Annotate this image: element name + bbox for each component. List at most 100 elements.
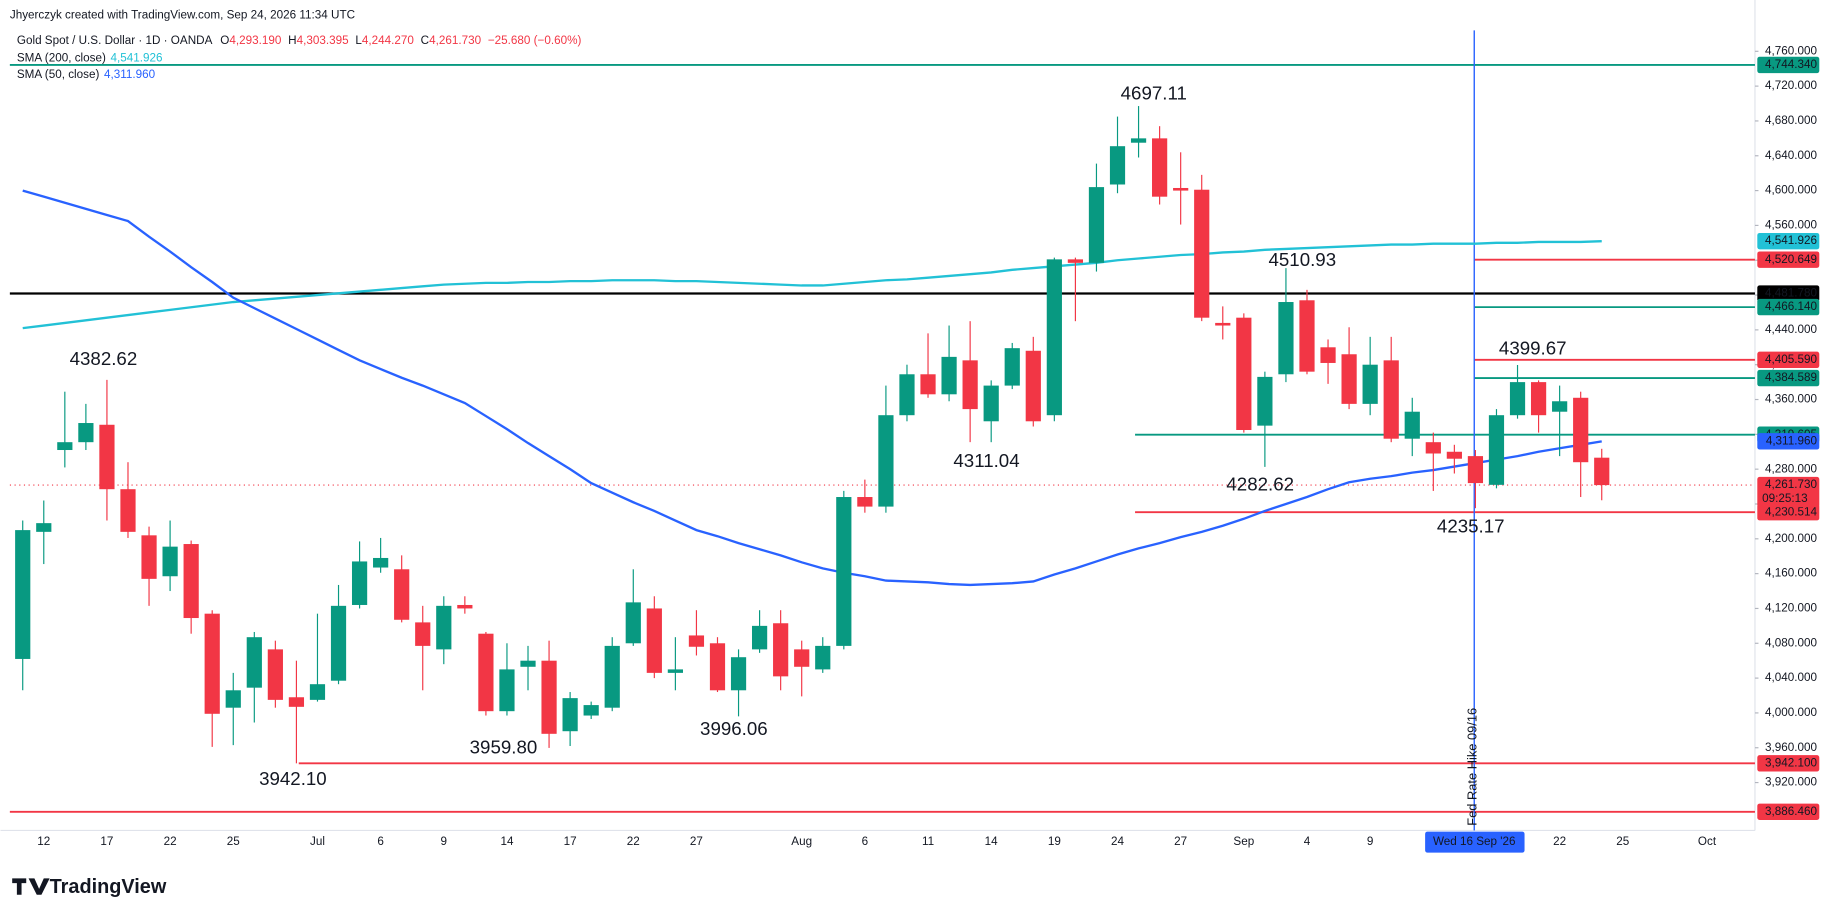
candle-body <box>267 649 283 700</box>
ohlc-label: L <box>355 34 362 47</box>
x-tick-label: 6 <box>377 835 384 848</box>
candle-body <box>815 645 831 670</box>
candle-body <box>1130 138 1147 143</box>
y-tick-label: 4,440.000 <box>1765 323 1817 336</box>
sma-tag: 4,311.960 <box>1766 434 1818 447</box>
sma-tag: 4,541.926 <box>1765 234 1817 247</box>
candle-body <box>1446 451 1462 459</box>
candle-body <box>1425 442 1441 454</box>
x-tick-label: 22 <box>1553 835 1566 848</box>
price-annotation: 3942.10 <box>259 768 327 789</box>
candle-body <box>794 649 810 667</box>
y-tick-label: 3,960.000 <box>1765 741 1817 754</box>
candle-body <box>246 637 262 688</box>
level-tag: 4,520.649 <box>1765 253 1817 266</box>
candle-body <box>983 385 999 422</box>
y-tick-label: 4,040.000 <box>1765 671 1817 684</box>
level-tag-bg <box>1757 755 1820 772</box>
brand: TradingView <box>50 876 167 898</box>
logo-icon <box>12 878 50 895</box>
y-tick-label: 4,360.000 <box>1765 393 1817 406</box>
level-tag: 4,481.780 <box>1765 287 1817 300</box>
level-tag-bg <box>1757 285 1820 302</box>
level-tag-bg <box>1757 803 1820 820</box>
price-annotation: 4697.11 <box>1121 83 1187 104</box>
indicator-legend: SMA (50, close) 4,311.960 <box>17 68 156 81</box>
countdown: 09:25:13 <box>1762 492 1808 505</box>
indicator-name: SMA (50, close) <box>17 68 100 81</box>
candle-body <box>1404 411 1420 439</box>
ohlc-value: 4,261.730 <box>429 34 481 47</box>
candle-body <box>478 633 494 712</box>
x-tick-label: 6 <box>862 835 869 848</box>
level-tag-bg <box>1757 504 1820 521</box>
price-annotation: 4311.04 <box>953 450 1019 471</box>
candle-body <box>773 623 789 677</box>
y-tick-label: 4,760.000 <box>1765 44 1817 57</box>
candle-body <box>1004 348 1020 386</box>
x-tick-label: 22 <box>164 835 177 848</box>
x-tick-label: Jul <box>310 835 325 848</box>
candle-body <box>583 705 599 716</box>
candle-body <box>1488 415 1505 485</box>
x-tick-label: 17 <box>100 835 113 848</box>
event-label: Fed Rate Hike 09/16 <box>1464 708 1479 826</box>
candle-body <box>204 613 220 714</box>
x-tick-label: 14 <box>500 835 514 848</box>
sma-tag-bg <box>1757 433 1820 450</box>
y-tick-label: 4,280.000 <box>1765 462 1817 475</box>
level-tag: 4,230.514 <box>1765 505 1817 518</box>
candle-body <box>1278 302 1294 375</box>
indicator-legend: SMA (200, close) 4,541.926 <box>17 52 163 65</box>
candle-body <box>1594 457 1610 486</box>
candle-body <box>1173 187 1189 191</box>
candle-body <box>1046 259 1062 416</box>
candle-body <box>1236 317 1252 430</box>
price-annotation: 3959.80 <box>470 737 538 758</box>
candle-body <box>1109 146 1126 185</box>
candle-body <box>1530 382 1547 416</box>
ohlc-label: O <box>220 34 229 47</box>
candle-body <box>1257 376 1273 426</box>
x-tick-label: 17 <box>564 835 577 848</box>
candle-body <box>288 697 305 707</box>
event-date-bg <box>1425 831 1525 853</box>
y-tick-label: 4,120.000 <box>1765 602 1817 615</box>
last-price-tag-bg <box>1757 476 1820 508</box>
candle-body <box>373 557 389 568</box>
candle-body <box>688 635 705 647</box>
level-tag: 4,384.589 <box>1765 371 1817 384</box>
candle-body <box>1383 360 1399 439</box>
y-tick-label: 4,080.000 <box>1765 636 1817 649</box>
candle-body <box>183 544 199 619</box>
y-tick-label: 4,000.000 <box>1765 706 1817 719</box>
x-tick-label: 14 <box>985 835 999 848</box>
candle-body <box>1552 401 1568 412</box>
candle-body <box>499 669 515 712</box>
legend-header: Gold Spot / U.S. Dollar · 1D · OANDA O4,… <box>17 34 582 47</box>
x-tick-label: 25 <box>227 835 241 848</box>
candle-body <box>941 356 957 395</box>
candle-body <box>920 374 936 395</box>
y-tick-label: 4,720.000 <box>1765 79 1817 92</box>
x-tick-label: 27 <box>1174 835 1187 848</box>
candle-body <box>141 535 157 579</box>
candle-body <box>394 569 410 620</box>
level-tag-bg <box>1757 298 1820 316</box>
price-annotation: 4235.17 <box>1437 515 1505 536</box>
candle-body <box>646 608 662 673</box>
candle-body <box>1341 354 1357 404</box>
ohlc-value: 4,303.395 <box>297 34 349 47</box>
candle-body <box>351 561 368 605</box>
x-tick-label: 9 <box>1367 835 1374 848</box>
candle-body <box>899 374 915 416</box>
candle-body <box>1152 138 1168 197</box>
candle-body <box>309 684 326 700</box>
candle-body <box>57 442 73 451</box>
candle-body <box>78 423 94 443</box>
candle-body <box>330 605 347 681</box>
level-tag-bg <box>1757 369 1820 387</box>
candle-body <box>1467 456 1484 484</box>
x-tick-label: 9 <box>441 835 448 848</box>
x-tick-label: 22 <box>627 835 640 848</box>
